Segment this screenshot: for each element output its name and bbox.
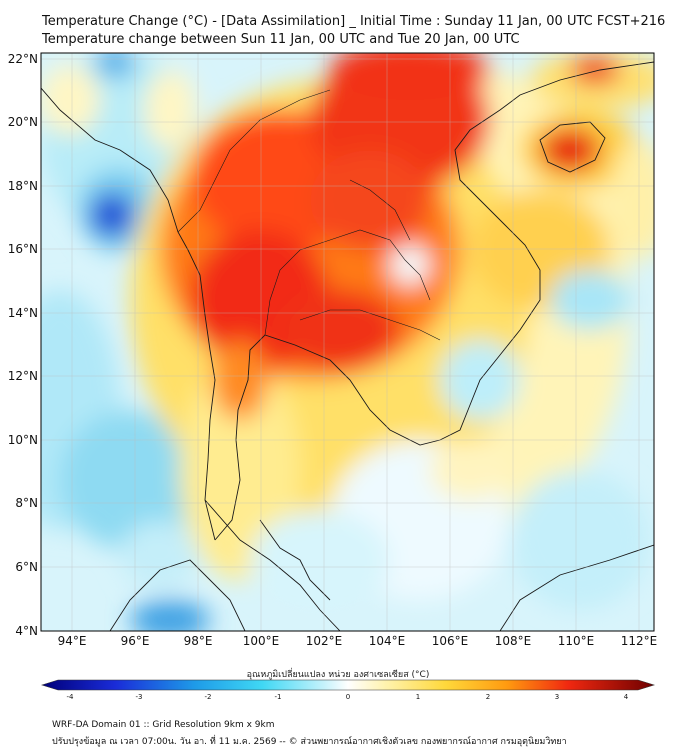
lon-tick-label: 106°E [432, 634, 469, 648]
lat-tick-label: 6°N [15, 560, 38, 574]
colorbar-tick-label: -2 [205, 693, 212, 700]
colorbar-title: อุณหภูมิเปลี่ยนแปลง หน่วย องศาเซลเซียส (… [246, 670, 430, 680]
lon-tick-label: 98°E [184, 634, 213, 648]
lat-tick-label: 18°N [8, 179, 38, 193]
map-frame [40, 52, 655, 632]
lat-tick-label: 12°N [8, 369, 38, 383]
graticule [41, 53, 654, 631]
footer-credit: ปรับปรุงข้อมูล ณ เวลา 07:00น. วัน อา. ที… [52, 737, 567, 747]
colorbar-tick-label: 2 [486, 693, 490, 700]
colorbar-tick-label: 4 [624, 693, 629, 700]
lat-tick-label: 14°N [8, 306, 38, 320]
lon-tick-label: 108°E [495, 634, 532, 648]
colorbar-tick-label: 3 [555, 693, 559, 700]
lon-tick-label: 112°E [621, 634, 658, 648]
colorbar-tick-label: -3 [136, 693, 143, 700]
map-title: Temperature Change (°C) - [Data Assimila… [42, 14, 666, 29]
colorbar [40, 679, 656, 691]
colorbar-tick-label: 0 [346, 693, 350, 700]
lat-tick-label: 4°N [15, 624, 38, 638]
lat-tick-label: 20°N [8, 115, 38, 129]
lat-tick-label: 8°N [15, 496, 38, 510]
lon-tick-label: 94°E [58, 634, 87, 648]
colorbar-tick-label: 1 [416, 693, 420, 700]
map-subtitle: Temperature change between Sun 11 Jan, 0… [42, 32, 520, 47]
lat-tick-label: 22°N [8, 52, 38, 66]
lon-tick-label: 110°E [558, 634, 595, 648]
colorbar-tick-label: -1 [275, 693, 282, 700]
lat-tick-label: 10°N [8, 433, 38, 447]
temperature-change-map: 94°E 96°E 98°E 100°E 102°E 104°E 106°E 1… [8, 52, 658, 700]
lon-tick-label: 104°E [369, 634, 406, 648]
footer-model-info: WRF-DA Domain 01 :: Grid Resolution 9km … [52, 720, 275, 730]
colorbar-tick-label: -4 [67, 693, 75, 700]
lon-tick-label: 96°E [121, 634, 150, 648]
lon-tick-label: 100°E [243, 634, 280, 648]
lon-tick-label: 102°E [306, 634, 343, 648]
lat-tick-label: 16°N [8, 242, 38, 256]
